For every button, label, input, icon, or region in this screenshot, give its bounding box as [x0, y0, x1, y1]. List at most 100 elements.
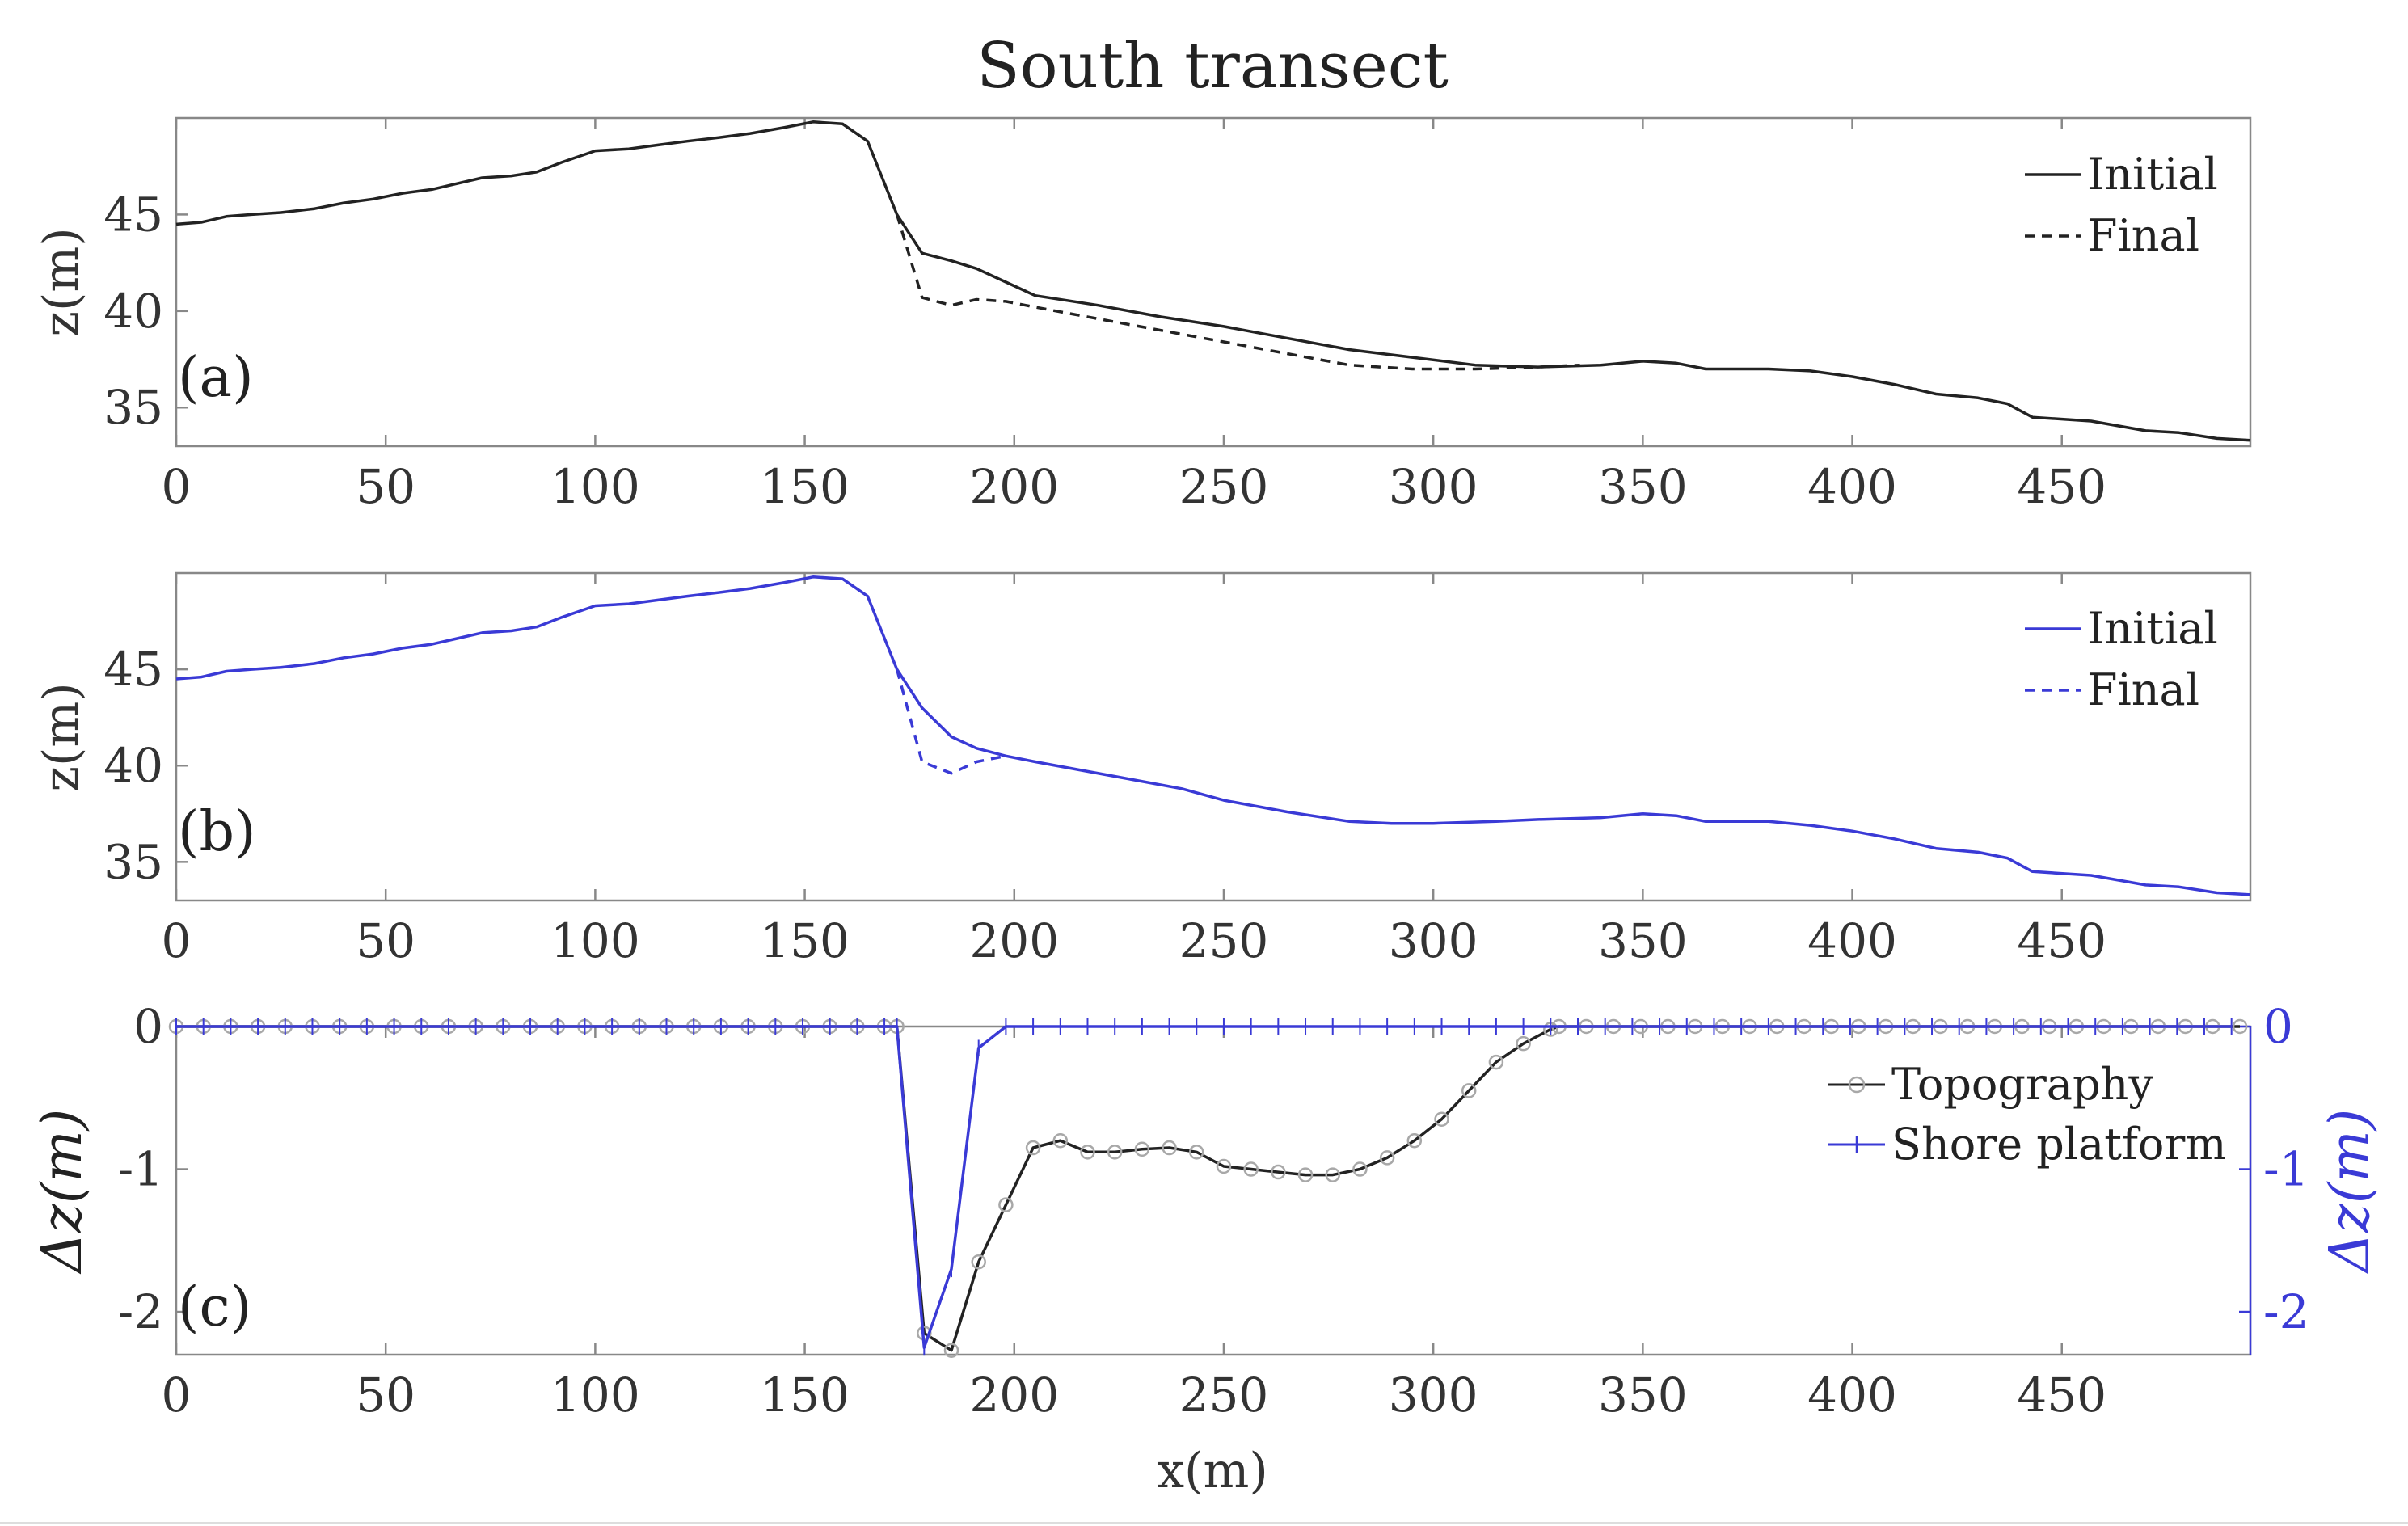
panel-a-ytick-label: 45 [103, 187, 163, 242]
panel-c-ytick-label: -1 [118, 1142, 164, 1197]
panel-c-legend-topography-marker [1848, 1076, 1866, 1094]
panel-b-series-final-line [895, 668, 1006, 775]
panel-c-series [168, 1018, 2248, 1358]
panel-c-legend: Topography Shore platform [1828, 1059, 2226, 1170]
panel-c-ytick-label: 0 [133, 999, 163, 1054]
panel-c-topography-point [1271, 1164, 1286, 1180]
panel-b-xtick-label: 250 [1179, 913, 1269, 968]
panel-a-series-final-line [895, 213, 1580, 371]
panel-b-legend-initial-label: Initial [2087, 603, 2218, 654]
panel-c-topography-point [1052, 1132, 1069, 1149]
panel-c-topography-point [1025, 1140, 1041, 1156]
panel-a-ticks: 0 50 100 150 200 250 300 350 400 450 35 40 45 [103, 118, 2106, 514]
panel-c-ylabel-left: Δz(m) [31, 1109, 95, 1275]
panel-c-topography-point [1162, 1140, 1177, 1156]
panel-a-legend-initial-label: Initial [2087, 149, 2218, 200]
panel-c-topography-point [1352, 1161, 1368, 1177]
panel-b-xtick-label: 300 [1389, 913, 1478, 968]
panel-a-series-initial-line [175, 120, 2251, 442]
panel-c-xtick-label: 200 [969, 1368, 1059, 1423]
panel-a-xtick-label: 100 [550, 459, 640, 514]
panel-a-xtick-label: 350 [1598, 459, 1688, 514]
panel-b-ytick-label: 40 [103, 738, 163, 793]
panel-b-xtick-label: 50 [356, 913, 415, 968]
panel-c-ylabel-right: Δz(m) [2318, 1109, 2382, 1275]
panel-c: 0 50 100 150 200 250 300 350 400 450 0 -1 -2 0 -1 -2 Δz… [31, 999, 2382, 1499]
panel-a-ytick-label: 35 [103, 380, 163, 435]
panel-c-topography-point [2232, 1018, 2248, 1035]
panel-a: 0 50 100 150 200 250 300 350 400 450 35 40 45 z(m) (… [33, 116, 2252, 514]
panel-c-ytick-right-label: -2 [2263, 1284, 2309, 1339]
panel-a-xtick-label: 200 [969, 459, 1059, 514]
panel-c-xtick-label: 250 [1179, 1368, 1269, 1423]
panel-c-topography-point [1325, 1167, 1340, 1182]
panel-c-xlabel: x(m) [1157, 1443, 1268, 1499]
panel-b-xtick-label: 350 [1598, 913, 1688, 968]
panel-b: 0 50 100 150 200 250 300 350 400 450 35 40 45 z(m) (… [33, 571, 2252, 968]
panel-c-topography-point [1080, 1144, 1095, 1160]
panel-b-legend: Initial Final [2025, 603, 2218, 715]
panel-a-xtick-label: 0 [162, 459, 192, 514]
panel-b-xtick-label: 100 [550, 913, 640, 968]
panel-a-xtick-label: 400 [1807, 459, 1897, 514]
panel-a-ylabel: z(m) [33, 227, 90, 336]
panel-c-topography-point [998, 1197, 1014, 1212]
panel-b-ticks: 0 50 100 150 200 250 300 350 400 450 35 40 45 [103, 573, 2106, 968]
panel-c-topography-point [1134, 1141, 1150, 1157]
panel-c-xtick-label: 450 [2017, 1368, 2106, 1423]
panel-a-ytick-label: 40 [103, 284, 163, 339]
panel-c-ytick-right-label: -1 [2263, 1142, 2309, 1197]
panel-c-topography-point [1216, 1158, 1232, 1174]
panel-b-series-initial-line [175, 575, 2251, 896]
panel-c-topography-point [1379, 1150, 1395, 1166]
figure-title: South transect [976, 30, 1449, 103]
panel-b-xtick-label: 450 [2017, 913, 2106, 968]
panel-a-letter: (a) [178, 346, 254, 410]
panel-c-topography-point [1189, 1144, 1204, 1160]
panel-c-ytick-right-label: 0 [2263, 999, 2293, 1054]
panel-c-topography-point [1406, 1132, 1423, 1149]
panel-c-xtick-label: 0 [162, 1368, 192, 1423]
panel-a-series [175, 120, 2251, 442]
panel-b-xtick-label: 400 [1807, 913, 1897, 968]
panel-a-xtick-label: 450 [2017, 459, 2106, 514]
panel-c-xtick-label: 300 [1389, 1368, 1478, 1423]
panel-c-topography-point [943, 1343, 959, 1358]
panel-a-xtick-label: 300 [1389, 459, 1478, 514]
panel-a-xtick-label: 150 [760, 459, 850, 514]
panel-c-topography-point [1516, 1035, 1531, 1052]
panel-c-letter: (c) [178, 1275, 251, 1339]
panel-b-ytick-label: 35 [103, 834, 163, 889]
panel-b-xtick-label: 200 [969, 913, 1059, 968]
panel-c-legend-shore-label: Shore platform [1891, 1119, 2226, 1170]
panel-c-topography-point [1434, 1111, 1449, 1127]
panel-b-xtick-label: 0 [162, 913, 192, 968]
panel-a-legend: Initial Final [2025, 149, 2218, 261]
panel-c-topography-point [971, 1254, 986, 1270]
panel-c-topography-point [1107, 1144, 1123, 1160]
panel-a-xtick-label: 50 [356, 459, 415, 514]
panel-c-topography-point [1488, 1054, 1504, 1070]
panel-c-xtick-label: 100 [550, 1368, 640, 1423]
panel-c-ticks: 0 50 100 150 200 250 300 350 400 450 0 -1 -2 0 -1 -2 [118, 999, 2309, 1423]
panel-c-legend-topography-label: Topography [1891, 1059, 2153, 1110]
panel-b-series [175, 575, 2251, 896]
panel-c-topography-point [1461, 1083, 1477, 1098]
panel-c-xtick-label: 400 [1807, 1368, 1897, 1423]
panel-a-legend-final-label: Final [2087, 210, 2199, 261]
panel-c-xtick-label: 350 [1598, 1368, 1688, 1423]
panel-c-ytick-label: -2 [118, 1284, 164, 1339]
panel-c-xtick-label: 150 [760, 1368, 850, 1423]
panel-b-letter: (b) [178, 800, 256, 864]
panel-a-frame [175, 116, 2252, 448]
panel-b-frame [175, 571, 2252, 902]
panel-c-topography-point [1243, 1161, 1259, 1177]
panel-b-legend-final-label: Final [2087, 664, 2199, 715]
panel-b-xtick-label: 150 [760, 913, 850, 968]
panel-c-xtick-label: 50 [356, 1368, 415, 1423]
panel-a-xtick-label: 250 [1179, 459, 1269, 514]
panel-b-ylabel: z(m) [33, 682, 90, 791]
panel-b-ytick-label: 45 [103, 642, 163, 697]
panel-c-topography-point [1297, 1167, 1314, 1182]
